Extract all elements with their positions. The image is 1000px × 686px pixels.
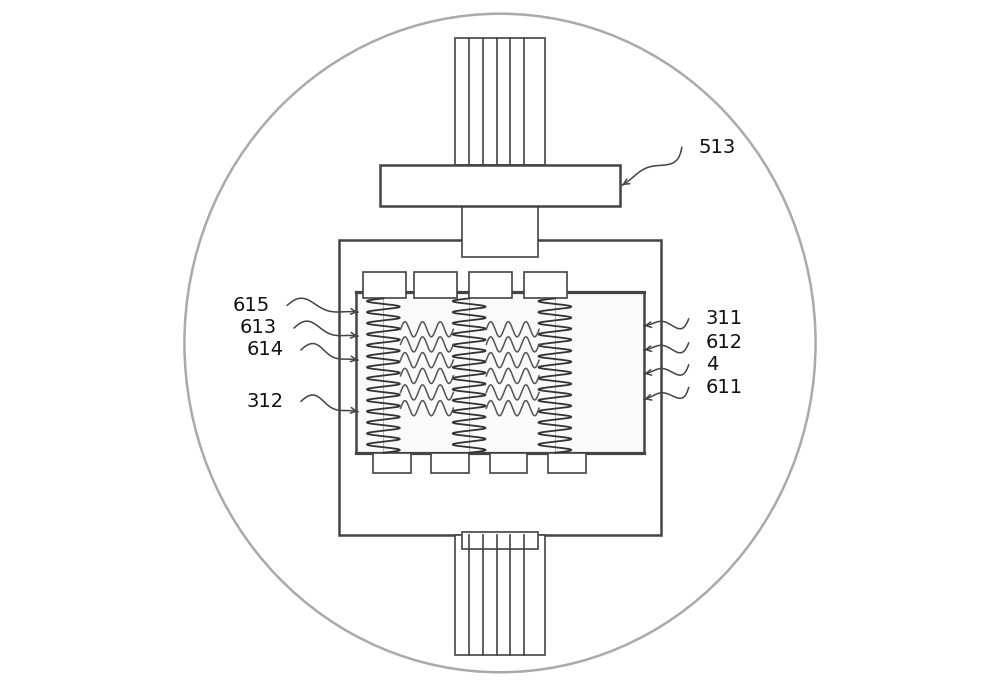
Bar (373, 453, 411, 473)
Text: 613: 613 (240, 318, 277, 338)
Text: 612: 612 (706, 333, 743, 353)
Text: 312: 312 (247, 392, 284, 411)
Text: 615: 615 (233, 296, 270, 315)
Ellipse shape (184, 14, 816, 672)
Text: 513: 513 (699, 138, 736, 157)
Bar (469, 272, 512, 298)
Bar (414, 272, 457, 298)
Text: 311: 311 (706, 309, 743, 329)
Bar (356, 292, 644, 453)
Bar (431, 453, 469, 473)
Bar (524, 272, 567, 298)
Bar (363, 272, 406, 298)
Bar (380, 165, 620, 206)
Bar (462, 206, 538, 257)
Bar (462, 532, 538, 549)
Text: 4: 4 (706, 355, 718, 375)
Bar (339, 240, 661, 535)
Bar (548, 453, 586, 473)
Bar (455, 535, 545, 655)
Bar (490, 453, 527, 473)
Text: 614: 614 (247, 340, 284, 359)
Bar (455, 38, 545, 165)
Text: 611: 611 (706, 378, 743, 397)
